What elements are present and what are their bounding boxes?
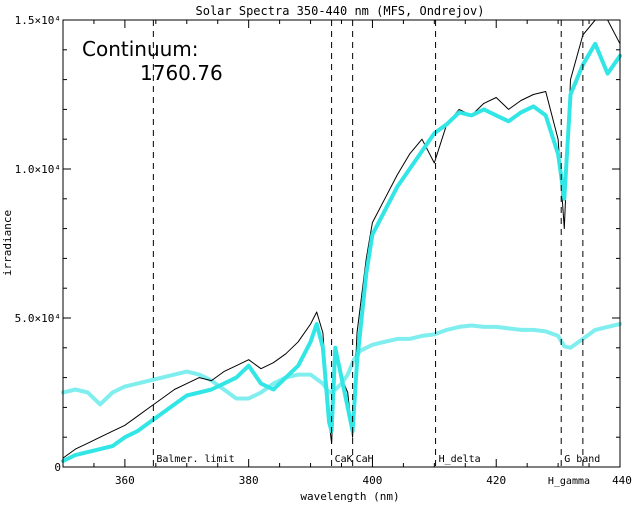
y-axis-label: irradiance [1,210,14,276]
marker-label: H_gamma [548,476,590,487]
spectrum-series-3 [61,322,622,407]
spectrum-series-2 [61,41,622,463]
y-tick-label: 1.0×10⁴ [15,163,61,176]
spectrum-series-1 [62,19,621,459]
marker-label: Balmer. limit [156,454,234,465]
continuum-value: 1760.76 [140,61,223,85]
x-tick-label: 380 [239,474,259,487]
x-tick-label: 440 [612,474,632,487]
y-tick-label: 5.0×10⁴ [15,312,61,325]
marker-label: CaH [356,454,374,465]
continuum-label: Continuum: [82,37,199,61]
marker-lines-layer: Balmer. limit CaK CaH H_delta G band H_gamma [152,20,600,487]
marker-label: G band [564,454,600,465]
chart-title: Solar Spectra 350-440 nm (MFS, Ondrejov) [196,4,485,18]
series-layer [61,19,622,463]
x-axis-label: wavelength (nm) [300,490,399,503]
marker-label: CaK [335,454,353,465]
x-tick-label: 420 [486,474,506,487]
axes-layer [62,19,621,468]
ticks-layer: 360 380 400 420 440 0 5.0×10⁴ 1.0×10⁴ 1.5×10⁴ [15,14,632,487]
y-tick-label: 0 [54,461,61,474]
marker-label: H_delta [439,454,481,465]
plot-frame [62,19,621,468]
x-tick-label: 360 [115,474,135,487]
y-tick-label: 1.5×10⁴ [15,14,61,27]
x-tick-label: 400 [363,474,383,487]
